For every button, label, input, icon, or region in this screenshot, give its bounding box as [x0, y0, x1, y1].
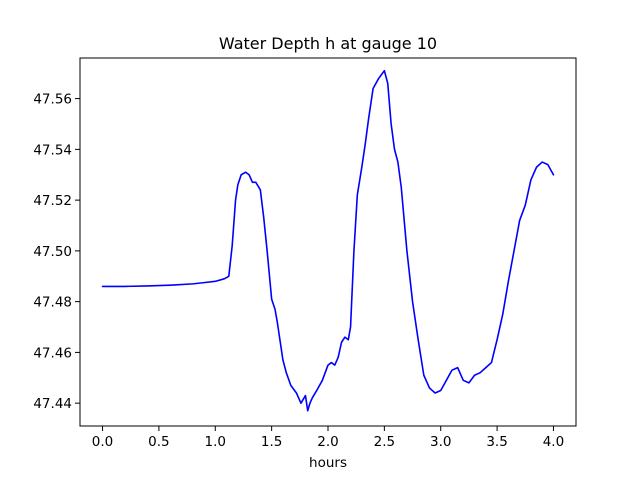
y-tick-label: 47.48	[33, 295, 72, 311]
y-tick-label: 47.52	[33, 193, 72, 209]
x-tick-label: 0.0	[92, 434, 113, 450]
y-tick-label: 47.50	[33, 244, 72, 260]
x-axis: 0.0 0.5 1.0 1.5 2.0 2.5 3.0 3.5 4.0	[92, 426, 564, 450]
x-axis-label: hours	[309, 455, 347, 471]
series-line	[101, 69, 555, 412]
x-tick-label: 1.5	[261, 434, 282, 450]
chart-title: Water Depth h at gauge 10	[219, 34, 437, 53]
x-tick-label: 1.0	[205, 434, 226, 450]
y-axis: 47.44 47.46 47.48 47.50 47.52 47.54 47.56	[33, 92, 80, 412]
x-tick-label: 2.0	[317, 434, 338, 450]
x-tick-label: 2.5	[374, 434, 395, 450]
x-tick-label: 3.5	[486, 434, 507, 450]
y-tick-label: 47.56	[33, 92, 72, 108]
y-tick-label: 47.44	[33, 396, 72, 412]
x-tick-label: 3.0	[430, 434, 451, 450]
x-tick-label: 4.0	[543, 434, 564, 450]
y-tick-label: 47.46	[33, 345, 72, 361]
x-tick-label: 0.5	[148, 434, 169, 450]
plot-area	[101, 69, 555, 412]
y-tick-label: 47.54	[33, 142, 72, 158]
